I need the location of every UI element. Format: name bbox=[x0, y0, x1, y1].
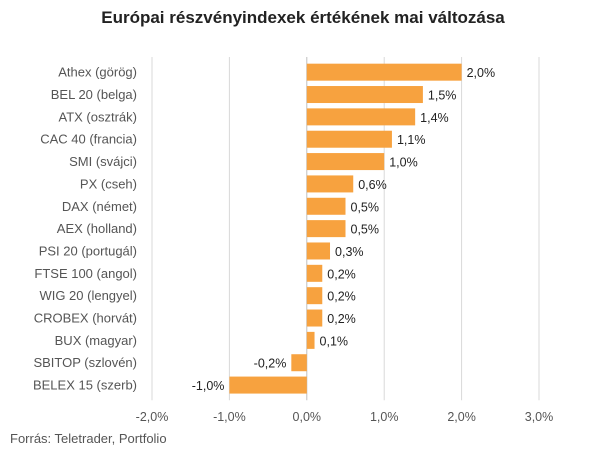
category-label: BEL 20 (belga) bbox=[51, 87, 137, 102]
value-label: 0,2% bbox=[327, 290, 356, 304]
category-label: AEX (holland) bbox=[57, 221, 137, 236]
category-label: PX (cseh) bbox=[80, 176, 137, 191]
value-label: 0,6% bbox=[358, 178, 387, 192]
bar bbox=[306, 264, 323, 282]
value-label: 0,5% bbox=[351, 223, 380, 237]
value-label: 0,2% bbox=[327, 312, 356, 326]
bar bbox=[229, 376, 307, 394]
category-label: WIG 20 (lengyel) bbox=[39, 288, 137, 303]
category-label: BUX (magyar) bbox=[55, 333, 137, 348]
x-tick-label: -1,0% bbox=[213, 410, 246, 424]
x-tick-label: 0,0% bbox=[293, 410, 322, 424]
category-label: PSI 20 (portugál) bbox=[39, 243, 137, 258]
category-label: CROBEX (horvát) bbox=[34, 311, 137, 326]
x-tick-label: -2,0% bbox=[136, 410, 169, 424]
bar bbox=[306, 153, 385, 171]
bar bbox=[306, 287, 323, 305]
value-label: 1,4% bbox=[420, 111, 449, 125]
value-label: -0,2% bbox=[254, 357, 287, 371]
value-label: 0,1% bbox=[320, 334, 349, 348]
x-tick-label: 1,0% bbox=[370, 410, 399, 424]
bar bbox=[306, 63, 462, 81]
value-label: 0,2% bbox=[327, 267, 356, 281]
value-label: 0,3% bbox=[335, 245, 364, 259]
chart-title: Európai részvényindexek értékének mai vá… bbox=[101, 8, 505, 27]
value-label: 2,0% bbox=[467, 66, 496, 80]
category-label: BELEX 15 (szerb) bbox=[33, 378, 137, 393]
bar bbox=[306, 175, 354, 193]
bar bbox=[306, 331, 315, 349]
bar bbox=[306, 309, 323, 327]
category-label: Athex (görög) bbox=[58, 65, 137, 80]
bar bbox=[306, 130, 392, 148]
category-label: ATX (osztrák) bbox=[59, 109, 138, 124]
x-tick-label: 2,0% bbox=[447, 410, 476, 424]
value-label: 1,5% bbox=[428, 89, 457, 103]
bar bbox=[306, 86, 423, 104]
bars bbox=[229, 63, 462, 394]
labels: -2,0% -1,0% 0,0% 1,0% 2,0% 3,0% Athex (görög) 2… bbox=[33, 65, 553, 424]
value-label: 1,1% bbox=[397, 133, 426, 147]
value-label: 0,5% bbox=[351, 200, 380, 214]
category-label: DAX (német) bbox=[62, 199, 137, 214]
category-label: FTSE 100 (angol) bbox=[34, 266, 137, 281]
value-label: 1,0% bbox=[389, 156, 418, 170]
category-label: SMI (svájci) bbox=[69, 154, 137, 169]
source-note: Forrás: Teletrader, Portfolio bbox=[10, 431, 167, 446]
bar bbox=[306, 242, 331, 260]
bar bbox=[291, 354, 307, 372]
category-label: CAC 40 (francia) bbox=[40, 132, 137, 147]
bar bbox=[306, 108, 416, 126]
category-label: SBITOP (szlovén) bbox=[33, 355, 137, 370]
bar bbox=[306, 220, 346, 238]
x-tick-label: 3,0% bbox=[525, 410, 554, 424]
value-label: -1,0% bbox=[192, 379, 225, 393]
bar bbox=[306, 197, 346, 215]
